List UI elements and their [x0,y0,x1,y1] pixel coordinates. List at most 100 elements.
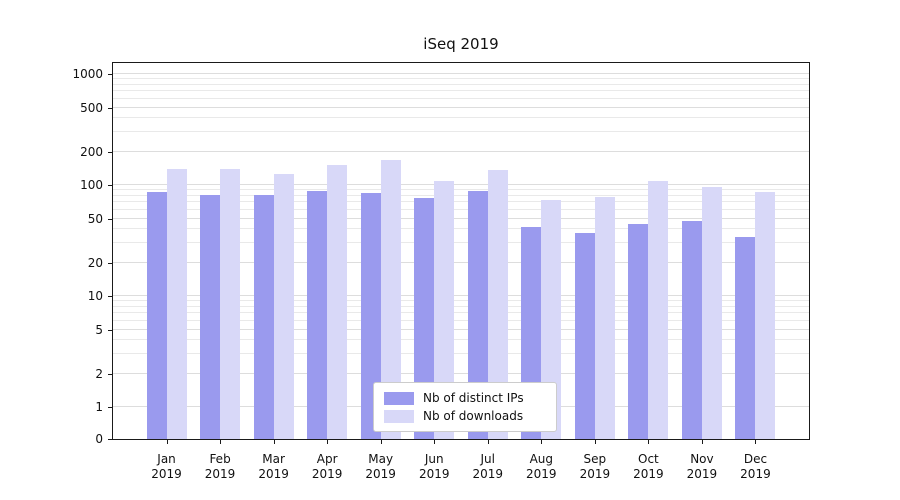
legend-item-downloads: Nb of downloads [384,407,548,425]
x-tick-mark [273,440,275,444]
x-tick-mark [220,440,222,444]
gridline [113,217,809,219]
gridline [113,117,809,119]
x-tick-mark [755,440,757,444]
x-tick-label-month: Nov [690,452,714,466]
x-tick-label-month: Aug [529,452,554,466]
gridline [113,73,809,75]
x-tick-label-month: Jul [480,452,495,466]
gridline [113,328,809,330]
gridline [113,319,809,321]
bar-distinct-ips [146,191,167,439]
gridline [113,295,809,297]
bar-downloads [273,173,294,439]
x-tick-label-year: 2019 [472,467,504,481]
x-tick-mark [648,440,650,444]
y-tick-mark [108,439,112,440]
legend-item-distinct-ips: Nb of distinct IPs [384,389,548,407]
x-tick-label: May 2019 [351,452,411,482]
gridline [113,78,809,80]
y-tick-label: 0 [95,432,103,446]
y-tick-mark [108,296,112,298]
y-tick-label: 100 [80,178,103,193]
x-tick-label-month: Mar [262,452,285,466]
x-tick-label: Jan 2019 [137,452,197,482]
gridline [113,305,809,307]
gridline [113,194,809,196]
gridline [113,208,809,210]
y-tick-mark [108,185,112,187]
y-tick-label: 20 [87,255,103,270]
bar-distinct-ips [307,190,328,439]
x-tick-label: Sep 2019 [565,452,625,482]
x-tick-label-year: 2019 [526,467,557,481]
x-tick-label-month: May [368,452,394,466]
chart-title: iSeq 2019 [423,35,499,53]
x-tick-mark [487,440,489,444]
x-tick-label-year: 2019 [311,467,343,481]
bar-downloads [220,169,241,439]
y-tick-label: 200 [80,144,103,159]
x-tick-label-year: 2019 [151,467,182,481]
gridline [113,201,809,203]
gridline [113,312,809,314]
x-tick-mark [166,440,168,444]
legend-label-downloads: Nb of downloads [423,409,524,423]
x-tick-label: Jul 2019 [458,452,518,482]
x-tick-mark [701,440,703,444]
x-tick-label-year: 2019 [204,467,236,481]
y-tick-mark [108,373,112,375]
bar-downloads [648,180,669,439]
gridline [113,261,809,263]
legend-label-distinct-ips: Nb of distinct IPs [423,391,524,405]
y-tick-mark [108,151,112,153]
x-tick-label-month: Feb [209,452,231,466]
bar-distinct-ips [360,193,381,439]
y-tick-label: 2 [95,366,103,381]
x-tick-label-month: Sep [583,452,607,466]
bar-downloads [701,186,722,439]
gridline [113,189,809,191]
bar-downloads [594,196,615,439]
bar-distinct-ips [628,223,649,439]
x-tick-label: Apr 2019 [297,452,357,482]
x-tick-label-month: Jun [424,452,444,466]
x-tick-label-month: Dec [743,452,768,466]
x-tick-mark [541,440,543,444]
bar-downloads [380,160,401,439]
y-tick-mark [108,218,112,220]
bar-downloads [166,169,187,439]
x-tick-label-month: Jan [157,452,176,466]
bar-distinct-ips [200,195,221,439]
bar-distinct-ips [574,233,595,439]
y-tick-mark [108,74,112,76]
y-tick-mark [108,107,112,109]
x-tick-label-year: 2019 [418,467,450,481]
x-tick-mark [380,440,382,444]
bar-distinct-ips [467,190,488,439]
x-tick-label: Nov 2019 [672,452,732,482]
x-tick-label: Mar 2019 [244,452,304,482]
bar-distinct-ips [681,220,702,439]
bar-downloads [487,170,508,439]
x-tick-label: Oct 2019 [618,452,678,482]
x-tick-mark [594,440,596,444]
gridline [113,184,809,186]
x-tick-label: Feb 2019 [190,452,250,482]
y-tick-mark [108,329,112,331]
gridline [113,97,809,99]
x-tick-label-year: 2019 [258,467,289,481]
bar-downloads [541,200,562,439]
x-tick-label-year: 2019 [633,467,664,481]
x-tick-label: Aug 2019 [511,452,571,482]
bar-distinct-ips [253,195,274,439]
x-tick-label-year: 2019 [740,467,771,481]
x-tick-label-month: Apr [316,452,338,466]
bar-downloads [434,180,455,439]
bar-downloads [327,165,348,439]
plot-area: Nb of distinct IPs Nb of downloads [112,62,810,440]
bar-distinct-ips [414,197,435,439]
y-tick-label: 1000 [72,67,103,82]
x-tick-label-year: 2019 [686,467,718,481]
